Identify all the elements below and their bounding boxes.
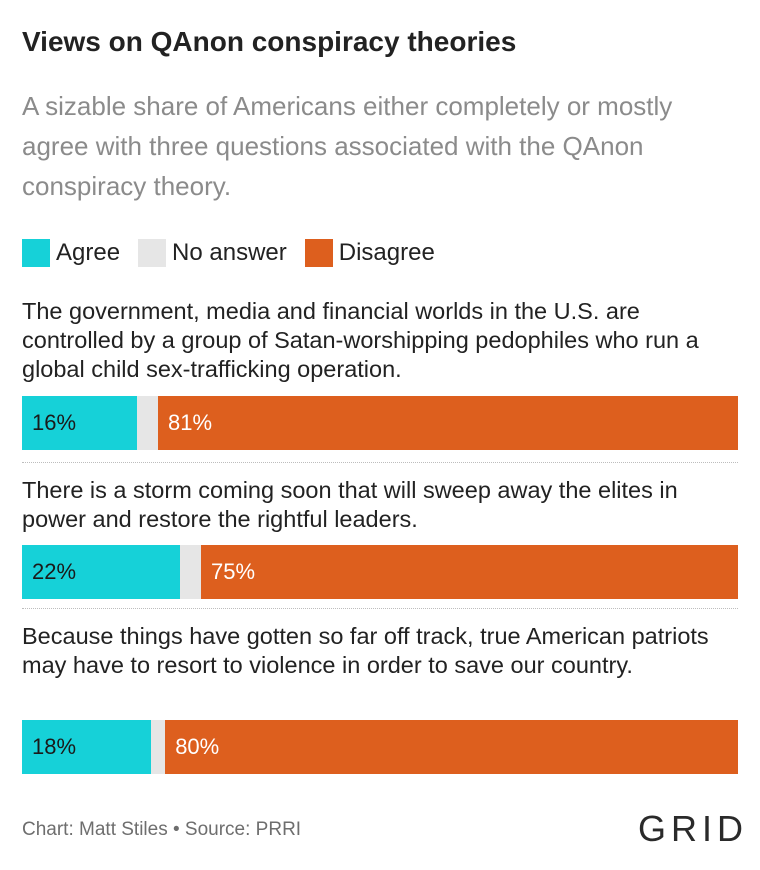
chart-subtitle: A sizable share of Americans either comp… — [22, 91, 673, 201]
question-3-text: Because things have gotten so far off tr… — [22, 623, 709, 678]
legend-label-disagree: Disagree — [338, 239, 435, 266]
bar-label-agree-3: 18% — [32, 734, 77, 759]
bar-no-answer-3 — [150, 720, 166, 774]
bar-label-disagree-1: 81% — [168, 410, 213, 435]
legend-swatch-agree — [22, 239, 50, 267]
legend-item-no-answer: No answer — [138, 239, 287, 267]
question-2-text: There is a storm coming soon that will s… — [22, 477, 678, 532]
legend-item-disagree: Disagree — [304, 239, 435, 267]
legend-item-agree: Agree — [22, 239, 120, 267]
bar-label-agree-1: 16% — [32, 410, 77, 435]
row-divider — [22, 462, 738, 463]
bar-disagree-3 — [165, 720, 738, 774]
bar-agree-1 — [22, 396, 137, 450]
bar-row-2: 22% 75% — [22, 545, 738, 599]
bar-disagree-1 — [158, 396, 738, 450]
legend-swatch-disagree — [304, 239, 333, 267]
grid-logo: GRID — [638, 808, 748, 849]
bar-row-3: 18% 80% — [22, 720, 738, 774]
chart-title: Views on QAnon conspiracy theories — [22, 26, 517, 57]
bar-label-disagree-2: 75% — [211, 559, 256, 584]
bar-no-answer-2 — [179, 545, 201, 599]
question-1-text: The government, media and financial worl… — [22, 298, 699, 382]
bar-label-agree-2: 22% — [32, 559, 77, 584]
legend-label-agree: Agree — [56, 239, 121, 266]
bar-agree-3 — [22, 720, 151, 774]
bar-agree-2 — [22, 545, 180, 599]
legend-swatch-no-answer — [138, 239, 167, 267]
bar-disagree-2 — [201, 545, 738, 599]
legend: Agree No answer Disagree — [22, 238, 453, 268]
bar-row-1: 16% 81% — [22, 396, 738, 450]
row-divider — [22, 608, 738, 609]
bar-label-disagree-3: 80% — [175, 734, 220, 759]
legend-label-no-answer: No answer — [172, 239, 287, 266]
chart-credit: Chart: Matt Stiles • Source: PRRI — [22, 819, 302, 840]
bar-no-answer-1 — [136, 396, 159, 450]
